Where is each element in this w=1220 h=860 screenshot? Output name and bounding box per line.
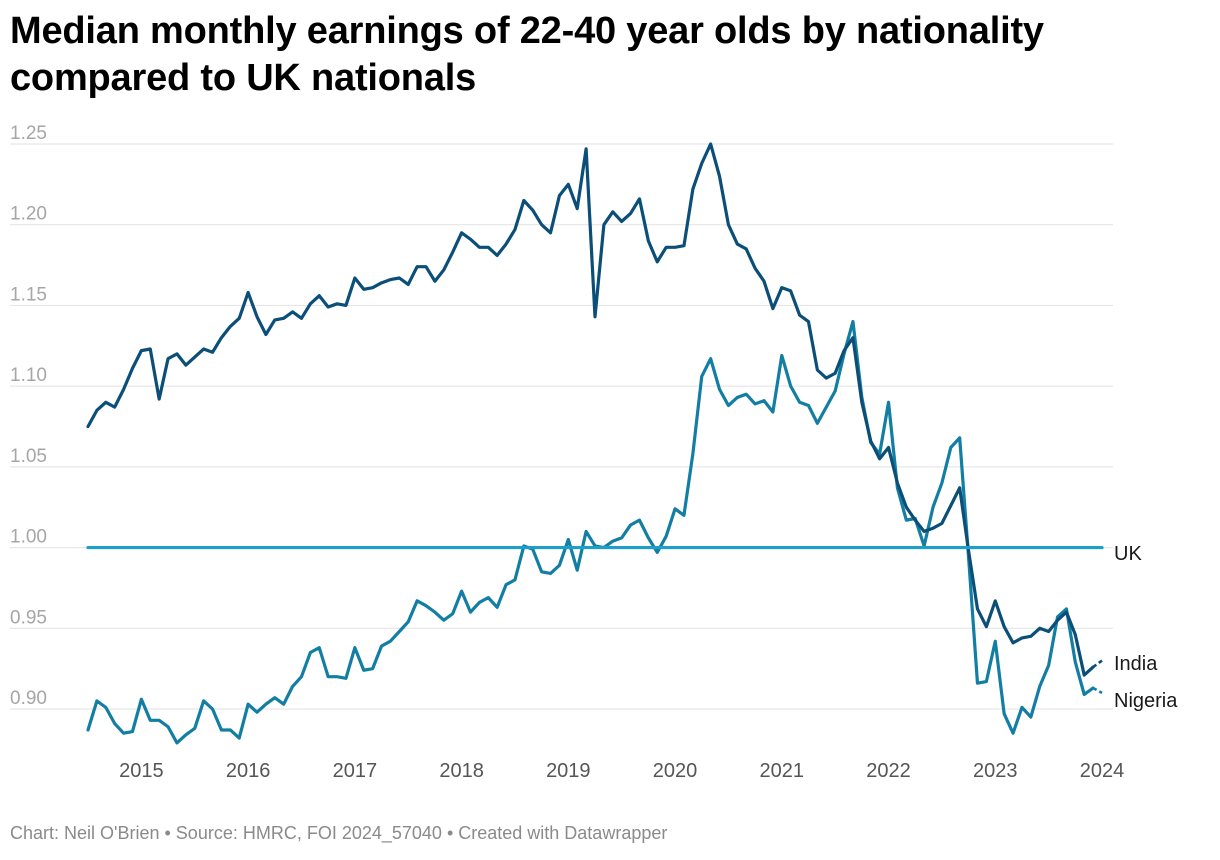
footer-separator: • — [446, 823, 454, 843]
y-tick-label: 1.15 — [10, 284, 47, 305]
series-labels: Nigeria India UK — [1114, 543, 1178, 712]
x-tick-label: 2019 — [546, 760, 591, 782]
series-label-nigeria: Nigeria — [1114, 690, 1178, 712]
series-line-india-provisional — [1092, 659, 1103, 669]
series-lines — [86, 142, 1104, 745]
x-tick-label: 2024 — [1080, 760, 1125, 782]
y-tick-label: 0.90 — [10, 688, 47, 709]
source-note: Source: HMRC, FOI 2024_57040 — [175, 823, 442, 843]
gridlines — [10, 143, 1113, 710]
x-axis-ticks: 2015 2016 2017 2018 2019 2020 2021 2022 2023 2024 — [119, 760, 1124, 782]
y-tick-label: 1.00 — [10, 527, 47, 548]
x-tick-label: 2023 — [973, 760, 1018, 782]
chart-footer: Chart: Neil O'Brien • Source: HMRC, FOI 20… — [10, 823, 667, 844]
series-label-india: India — [1114, 653, 1158, 675]
x-tick-label: 2021 — [760, 760, 805, 782]
series-line-india — [86, 142, 1095, 677]
footer-separator: • — [164, 823, 171, 843]
y-tick-label: 1.05 — [10, 446, 47, 467]
series-line-nigeria-provisional — [1092, 686, 1103, 694]
y-axis-ticks: 0.90 0.95 1.00 1.05 1.10 1.15 1.20 1.25 — [10, 123, 47, 709]
x-tick-label: 2020 — [653, 760, 698, 782]
y-tick-label: 0.95 — [10, 607, 47, 628]
created-with-note: Created with Datawrapper — [458, 823, 668, 843]
x-tick-label: 2015 — [119, 760, 164, 782]
chart-credit: Chart: Neil O'Brien — [10, 823, 160, 843]
y-tick-label: 1.25 — [10, 123, 47, 144]
chart-title: Median monthly earnings of 22-40 year ol… — [10, 10, 1044, 99]
x-tick-label: 2017 — [333, 760, 378, 782]
series-line-nigeria — [86, 319, 1095, 745]
series-label-uk: UK — [1114, 543, 1142, 565]
x-tick-label: 2022 — [866, 760, 911, 782]
x-tick-label: 2018 — [439, 760, 484, 782]
y-tick-label: 1.20 — [10, 204, 47, 225]
y-tick-label: 1.10 — [10, 365, 47, 386]
x-tick-label: 2016 — [226, 760, 271, 782]
